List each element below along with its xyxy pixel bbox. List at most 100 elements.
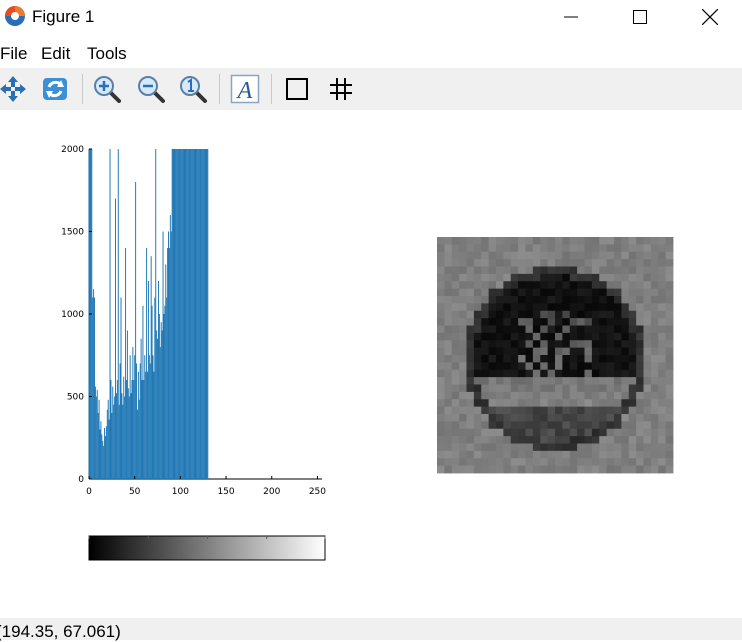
image-pixel — [525, 244, 534, 253]
image-pixel — [577, 340, 585, 349]
histogram-bar — [198, 149, 200, 479]
histogram-bar — [152, 355, 154, 479]
maximize-button[interactable] — [617, 0, 663, 33]
image-pixel — [606, 347, 615, 356]
image-pixel — [473, 391, 482, 400]
status-bar: (194.35, 67.061) — [0, 618, 742, 641]
image-pixel — [569, 465, 578, 474]
image-pixel — [628, 443, 637, 452]
menu-file[interactable]: File — [0, 44, 28, 63]
image-pixel — [658, 296, 667, 304]
image-pixel — [540, 325, 549, 334]
image-pixel — [591, 281, 600, 290]
image-pixel — [540, 436, 549, 444]
image-pixel — [621, 443, 630, 452]
y-tick-label: 2000 — [61, 145, 84, 155]
image-pixel — [510, 369, 519, 378]
image-pixel — [614, 325, 622, 334]
image-pixel — [444, 369, 453, 378]
image-pixel — [547, 310, 556, 319]
image-pixel — [628, 369, 637, 378]
image-pixel — [451, 325, 460, 334]
image-pixel — [473, 458, 482, 467]
image-pixel — [481, 266, 490, 275]
image-pixel — [643, 296, 652, 304]
image-pixel — [532, 391, 541, 400]
toggle-grid-button[interactable] — [324, 72, 358, 106]
image-pixel — [569, 318, 578, 326]
minimize-button[interactable] — [548, 0, 594, 33]
image-pixel — [599, 332, 608, 341]
image-pixel — [650, 428, 659, 437]
image-pixel — [466, 288, 475, 297]
image-pixel — [466, 465, 475, 474]
image-pixel — [466, 443, 475, 452]
toggle-axes-button[interactable] — [280, 72, 314, 106]
image-pixel — [459, 362, 467, 371]
image-pixel — [518, 318, 526, 326]
image-pixel — [643, 355, 652, 363]
histogram-bar — [207, 149, 209, 479]
image-pixel — [650, 347, 659, 356]
zoom-in-button[interactable] — [90, 72, 124, 106]
zoom-reset-button[interactable] — [176, 72, 210, 106]
image-pixel — [496, 414, 504, 422]
image-pixel — [555, 310, 563, 319]
image-pixel — [614, 237, 622, 245]
image-pixel — [481, 443, 490, 452]
close-button[interactable] — [687, 0, 733, 33]
image-pixel — [628, 414, 637, 422]
image-pixel — [466, 458, 475, 467]
pan-button[interactable] — [0, 72, 30, 106]
image-pixel — [621, 436, 630, 444]
image-pixel — [599, 318, 608, 326]
histogram-bar — [123, 376, 125, 479]
image-pixel — [628, 465, 637, 474]
image-pixel — [488, 458, 497, 467]
image-pixel — [518, 465, 526, 474]
image-pixel — [643, 369, 652, 378]
image-pixel — [628, 428, 637, 437]
image-pixel — [569, 251, 578, 260]
image-pixel — [658, 399, 667, 408]
image-pixel — [481, 421, 490, 430]
image-pixel — [459, 340, 467, 349]
image-pixel — [628, 237, 637, 245]
image-pixel — [606, 332, 615, 341]
image-pixel — [510, 377, 519, 385]
image-pixel — [555, 244, 563, 253]
image-pixel — [525, 391, 534, 400]
menu-edit[interactable]: Edit — [41, 44, 71, 63]
histogram-bar — [95, 396, 97, 479]
insert-text-button[interactable]: A — [228, 72, 262, 106]
image-pixel — [636, 443, 644, 452]
image-pixel — [614, 347, 622, 356]
zoom-out-button[interactable] — [134, 72, 168, 106]
image-pixel — [459, 355, 467, 363]
image-pixel — [584, 391, 593, 400]
image-pixel — [555, 377, 563, 385]
figure-canvas[interactable]: 0 50 100 150 200 250 0 500 1000 1500 2000 — [0, 110, 742, 618]
image-pixel — [437, 443, 445, 452]
toolbar-separator — [271, 74, 272, 104]
image-pixel — [555, 436, 563, 444]
histogram-bar — [200, 149, 201, 479]
rotate-button[interactable] — [38, 72, 72, 106]
image-pixel — [562, 259, 571, 267]
image-pixel — [547, 391, 556, 400]
image-pixel — [466, 347, 475, 356]
image-pixel — [481, 288, 490, 297]
image-pixel — [555, 406, 563, 415]
image-pixel — [569, 428, 578, 437]
menu-tools[interactable]: Tools — [87, 44, 127, 63]
image-pixel — [577, 347, 585, 356]
image-pixel — [532, 251, 541, 260]
image-pixel — [510, 414, 519, 422]
image-pixel — [665, 296, 674, 304]
image-pixel — [525, 399, 534, 408]
image-pixel — [636, 377, 644, 385]
y-tick-label: 1000 — [61, 310, 84, 320]
image-pixel — [658, 266, 667, 275]
image-pixel — [481, 340, 490, 349]
image-pixel — [496, 332, 504, 341]
